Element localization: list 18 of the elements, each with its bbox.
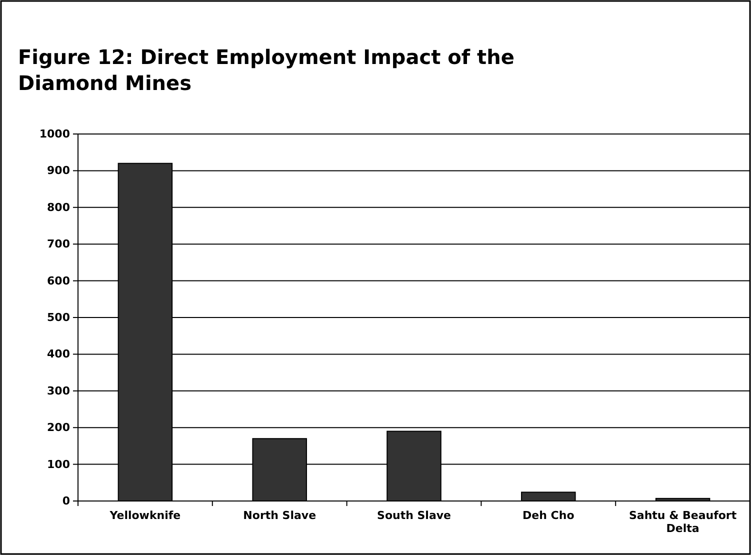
y-tick-label: 0 xyxy=(62,494,70,508)
x-tick-label: North Slave xyxy=(243,509,316,522)
y-tick-label: 100 xyxy=(47,458,70,471)
y-tick-label: 300 xyxy=(47,384,70,398)
x-tick-label: Yellowknife xyxy=(108,509,181,522)
chart-title: Figure 12: Direct Employment Impact of the Diamond Mines xyxy=(18,45,514,95)
y-tick-label: 900 xyxy=(47,164,70,178)
bar xyxy=(521,492,576,502)
y-tick-label: 400 xyxy=(47,348,70,361)
y-tick-label: 1000 xyxy=(39,128,70,141)
y-tick-label: 500 xyxy=(47,311,70,324)
y-tick-label: 800 xyxy=(47,200,70,214)
x-tick-label: Sahtu & Beaufort Delta xyxy=(628,509,737,536)
x-tick-label: South Slave xyxy=(377,509,451,522)
y-tick-label: 600 xyxy=(47,274,70,288)
x-tick-label: Deh Cho xyxy=(522,509,575,522)
y-tick-label: 200 xyxy=(47,421,70,434)
y-tick-label: 700 xyxy=(47,238,70,251)
